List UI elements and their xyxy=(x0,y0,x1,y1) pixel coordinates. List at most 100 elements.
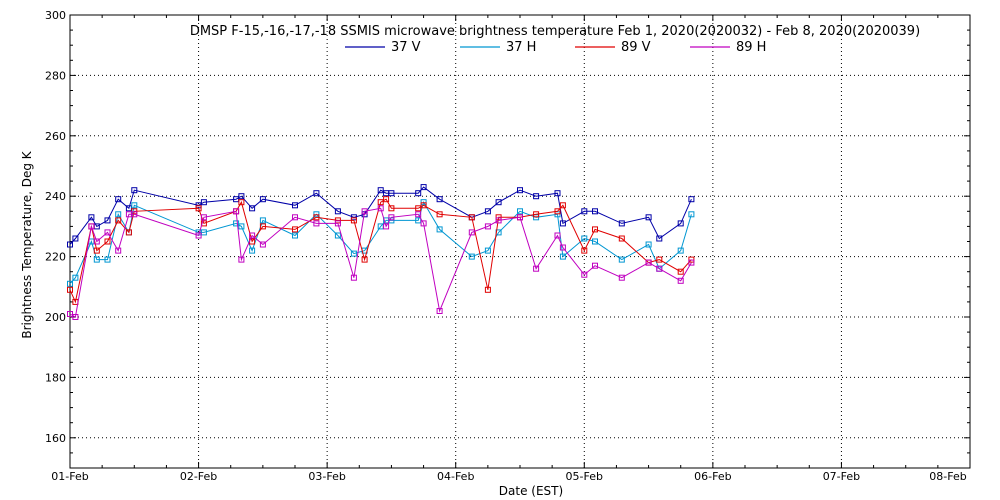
data-point-marker xyxy=(93,256,100,263)
data-point-marker xyxy=(618,220,625,227)
legend: 37 V 37 H 89 V 89 H xyxy=(345,40,766,55)
data-point-marker xyxy=(581,208,588,215)
data-point-marker xyxy=(420,220,427,227)
data-point-marker xyxy=(677,268,684,275)
data-point-marker xyxy=(581,247,588,254)
y-tick-label: 200 xyxy=(45,311,66,324)
data-point-marker xyxy=(361,208,368,215)
data-point-marker xyxy=(495,214,502,221)
data-point-marker xyxy=(436,211,443,218)
y-tick-label: 220 xyxy=(45,251,66,264)
chart-title: DMSP F-15,-16,-17,-18 SSMIS microwave br… xyxy=(190,24,920,39)
data-point-marker xyxy=(559,202,566,209)
data-point-marker xyxy=(249,247,256,254)
data-point-marker xyxy=(350,217,357,224)
data-point-marker xyxy=(249,205,256,212)
data-point-marker xyxy=(554,208,561,215)
data-point-marker xyxy=(233,208,240,215)
x-axis: 01-Feb 02-Feb 03-Feb 04-Feb 05-Feb 06-Feb 07-F… xyxy=(51,15,971,483)
series-group xyxy=(67,205,695,320)
x-tick-label: 01-Feb xyxy=(51,470,88,483)
data-point-marker xyxy=(645,259,652,266)
data-point-marker xyxy=(361,256,368,263)
x-tick-label: 04-Feb xyxy=(437,470,474,483)
data-point-marker xyxy=(292,232,298,239)
data-point-marker xyxy=(238,256,245,263)
data-point-marker xyxy=(420,199,427,206)
y-axis-label: Brightness Temperature, Deg K xyxy=(20,150,34,338)
data-point-marker xyxy=(72,314,79,320)
data-point-marker xyxy=(436,226,443,233)
y-tick-label: 260 xyxy=(45,130,66,143)
data-point-marker xyxy=(688,196,695,203)
data-point-marker xyxy=(259,223,266,230)
data-point-marker xyxy=(468,253,475,260)
data-point-marker xyxy=(436,308,443,314)
data-point-marker xyxy=(559,220,566,227)
data-point-marker xyxy=(592,262,598,269)
data-point-marker xyxy=(677,277,684,284)
data-point-marker xyxy=(533,265,540,272)
data-point-marker xyxy=(259,196,266,203)
data-point-marker xyxy=(200,199,207,206)
data-point-marker xyxy=(238,199,245,206)
data-point-marker xyxy=(88,223,95,230)
data-point-marker xyxy=(468,214,475,221)
y-tick-label: 280 xyxy=(45,69,66,82)
data-point-marker xyxy=(93,247,100,254)
data-point-marker xyxy=(592,238,598,245)
x-tick-label: 07-Feb xyxy=(823,470,860,483)
data-point-marker xyxy=(125,229,132,236)
data-point-marker xyxy=(388,214,395,221)
data-point-marker xyxy=(238,223,245,230)
data-point-marker xyxy=(313,214,320,221)
data-point-marker xyxy=(334,232,341,239)
data-point-marker xyxy=(468,229,475,236)
x-tick-label: 02-Feb xyxy=(180,470,217,483)
data-point-marker xyxy=(313,220,320,227)
y-tick-label: 240 xyxy=(45,190,66,203)
data-point-marker xyxy=(200,220,207,227)
data-point-marker xyxy=(495,217,502,224)
data-point-marker xyxy=(131,187,138,194)
data-point-marker xyxy=(195,232,202,239)
data-point-marker xyxy=(656,265,663,272)
data-point-marker xyxy=(115,196,122,203)
data-point-marker xyxy=(350,250,357,257)
data-point-marker xyxy=(292,214,298,221)
series-group xyxy=(67,184,695,248)
data-point-marker xyxy=(67,280,73,287)
data-point-marker xyxy=(93,238,100,245)
data-point-marker xyxy=(104,238,111,245)
data-point-marker xyxy=(645,214,652,221)
x-tick-label: 05-Feb xyxy=(566,470,603,483)
data-point-marker xyxy=(388,205,395,212)
data-point-marker xyxy=(677,220,684,227)
data-point-marker xyxy=(656,235,663,242)
data-point-marker xyxy=(592,208,598,215)
data-point-marker xyxy=(259,241,266,248)
data-point-marker xyxy=(334,208,341,215)
data-point-marker xyxy=(115,211,122,218)
legend-label: 89 H xyxy=(736,40,766,55)
data-point-marker xyxy=(350,214,357,221)
data-point-marker xyxy=(313,190,320,197)
data-point-marker xyxy=(581,271,588,278)
data-point-marker xyxy=(88,214,95,221)
data-point-marker xyxy=(484,223,491,230)
data-point-marker xyxy=(350,274,357,281)
data-point-marker xyxy=(517,214,523,221)
data-point-marker xyxy=(259,217,266,224)
data-point-marker xyxy=(517,187,523,194)
x-axis-label: Date (EST) xyxy=(499,484,563,498)
data-point-marker xyxy=(656,256,663,263)
y-tick-label: 160 xyxy=(45,432,66,445)
data-point-marker xyxy=(645,241,652,248)
x-tick-label: 06-Feb xyxy=(694,470,731,483)
data-point-marker xyxy=(420,184,427,191)
data-point-marker xyxy=(292,202,298,209)
data-point-marker xyxy=(517,208,523,215)
data-point-marker xyxy=(533,193,540,200)
data-point-marker xyxy=(533,211,540,218)
